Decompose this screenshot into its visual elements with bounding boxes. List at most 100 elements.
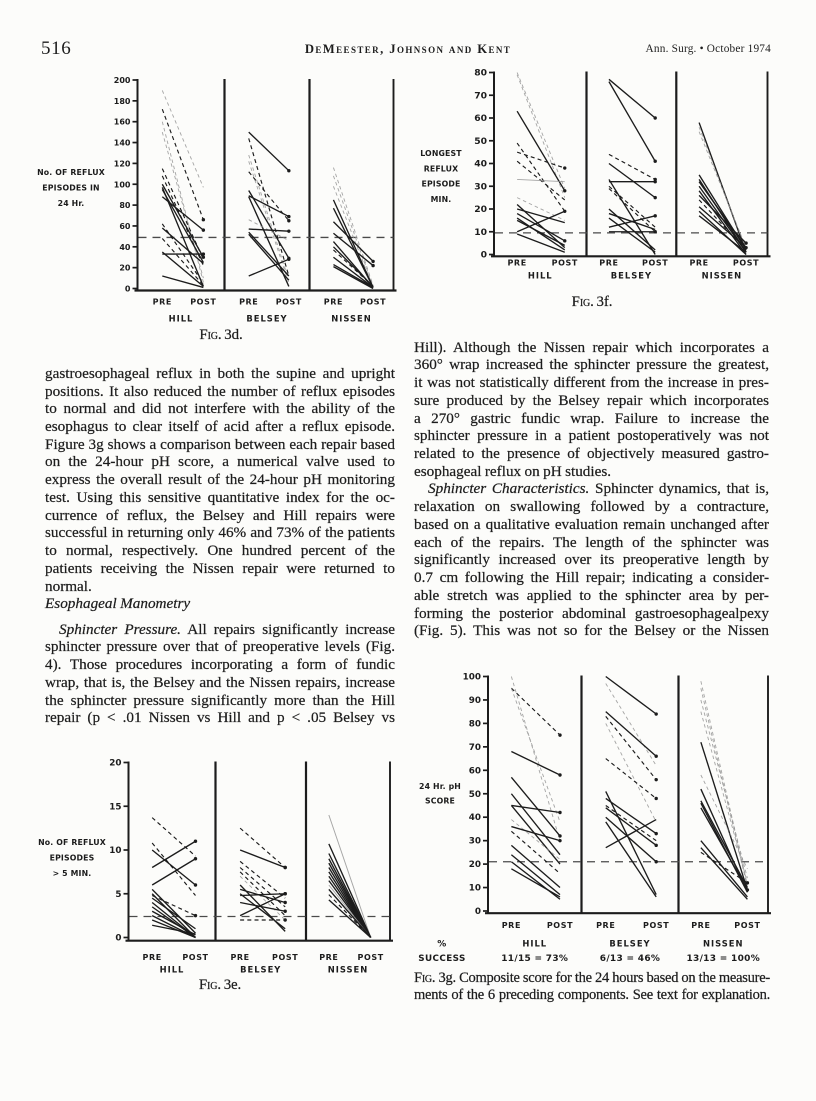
text-line: esophageal reflux on pH studies. [414, 463, 769, 481]
patient-line [698, 199, 747, 251]
text-line: (Fig. 5). This was not so for the Belsey… [414, 622, 769, 640]
text-line: a 270° gastric fundic wrap. Failure to i… [414, 409, 769, 428]
pre-label: PRE [239, 298, 258, 307]
text-segment: to normal and did not interfere with the… [45, 400, 395, 418]
patient-line [248, 258, 290, 277]
y-tick-label: 160 [114, 118, 131, 127]
post-marker [558, 773, 562, 777]
patient-line [332, 221, 374, 262]
y-tick-label: 10 [474, 227, 487, 238]
text-line: to normal, respectively. One hundred per… [45, 542, 395, 560]
patient-line [608, 208, 656, 251]
text-segment: Figure 3g shows a comparison between eac… [45, 435, 395, 453]
y-tick-label: 10 [469, 884, 481, 894]
y-tick-label: 70 [474, 90, 487, 101]
patient-line [333, 167, 374, 286]
post-marker [287, 168, 291, 173]
text-line: 360° wrap increased the sphincter pressu… [414, 356, 769, 374]
patient-line [608, 215, 656, 228]
text-segment: each of the repairs. The length of the s… [414, 533, 769, 551]
panel-name: BELSEY [246, 314, 287, 324]
text-line: gastroesophageal reflux in both the supi… [45, 365, 395, 383]
patient-line [608, 81, 656, 162]
patient-line [605, 683, 657, 766]
post-marker [193, 883, 198, 887]
y-tick-label: 20 [109, 759, 121, 769]
post-label: POST [272, 953, 298, 962]
text-segment: significantly increased over its preoper… [414, 551, 769, 569]
fig3f-plot: 80 70 60 50 40 30 20 10 0 LONGEST REFLUX EPISODE MIN… [420, 68, 771, 281]
y-axis-label: LONGEST [420, 149, 462, 158]
y-tick-label: 5 [115, 890, 121, 900]
panel-name: HILL [169, 314, 194, 324]
panel-name: NISSEN [328, 965, 369, 975]
patient-line [151, 897, 196, 930]
patient-line [510, 687, 561, 736]
text-line: Fig. 3g. Composite score for the 24 hour… [414, 969, 770, 988]
y-tick-label: 10 [109, 846, 121, 856]
patient-line [516, 217, 566, 251]
post-marker [744, 241, 748, 245]
post-marker [654, 843, 658, 848]
patient-line [698, 181, 747, 249]
patient-line [328, 814, 372, 938]
text-line: able stretch was applied to the sphincte… [414, 587, 769, 605]
post-marker [283, 892, 287, 896]
y-tick-label: 30 [474, 181, 487, 192]
patient-line [700, 800, 749, 888]
post-marker [558, 810, 562, 815]
y-axis-label: EPISODES [50, 853, 95, 862]
post-marker [193, 913, 198, 918]
post-marker [744, 245, 748, 250]
patient-line [608, 153, 656, 180]
y-tick-label: 200 [114, 76, 131, 85]
panel-name: NISSEN [703, 939, 744, 949]
patient-line [239, 875, 286, 921]
y-tick-label: 70 [469, 743, 481, 753]
y-tick-label: 100 [463, 673, 481, 683]
patient-line [510, 861, 561, 900]
pre-label: PRE [319, 953, 338, 962]
success-header: % [437, 940, 446, 950]
text-line: 4). Those procedures incorporating a for… [45, 656, 395, 674]
panel-name: BELSEY [611, 271, 652, 281]
success-header: SUCCESS [418, 954, 465, 964]
text-segment: esophagus to clear itself of acid after … [45, 418, 395, 435]
pre-label: PRE [507, 259, 526, 268]
post-label: POST [360, 298, 386, 307]
y-tick-label: 140 [114, 139, 131, 148]
post-label: POST [547, 921, 573, 930]
text-column-left: gastroesophageal reflux in both the supi… [45, 365, 395, 727]
post-marker [558, 733, 562, 737]
post-label: POST [642, 259, 668, 268]
text-segment: (Fig. 5). This was not so for the Belsey… [414, 622, 769, 640]
patient-line [332, 207, 374, 288]
patient-line [516, 110, 566, 192]
pre-label: PRE [153, 298, 172, 307]
y-tick-label: 80 [119, 201, 131, 210]
y-tick-label: 40 [474, 159, 487, 170]
patient-line [608, 217, 656, 253]
text-segment: a 270° gastric fundic wrap. Failure to i… [414, 409, 769, 427]
panel-name: NISSEN [331, 314, 372, 324]
patient-line [161, 132, 204, 279]
patient-line [161, 121, 204, 283]
patient-line [161, 183, 204, 258]
patient-line [239, 849, 286, 869]
patient-line [700, 807, 749, 891]
y-axis-label: EPISODES IN [42, 184, 99, 193]
patient-line [517, 178, 565, 183]
patient-line [698, 215, 747, 253]
y-tick-label: 20 [474, 204, 487, 215]
patient-line [700, 847, 748, 900]
text-line: sphincter pressure over that of preopera… [45, 638, 395, 656]
y-axis-label: 24 Hr. pH [419, 782, 461, 791]
patient-line [161, 90, 204, 188]
text-segment: Sphincter dynamics, that is, [589, 480, 769, 498]
y-tick-label: 90 [469, 696, 481, 706]
caption-fig-3e: Fig. 3e. [140, 977, 300, 995]
patient-line [608, 185, 656, 228]
patient-line [161, 227, 204, 264]
text-segment: it was not statistically different from … [414, 374, 769, 392]
running-head: DeMeester, Johnson and Kent [304, 42, 512, 56]
